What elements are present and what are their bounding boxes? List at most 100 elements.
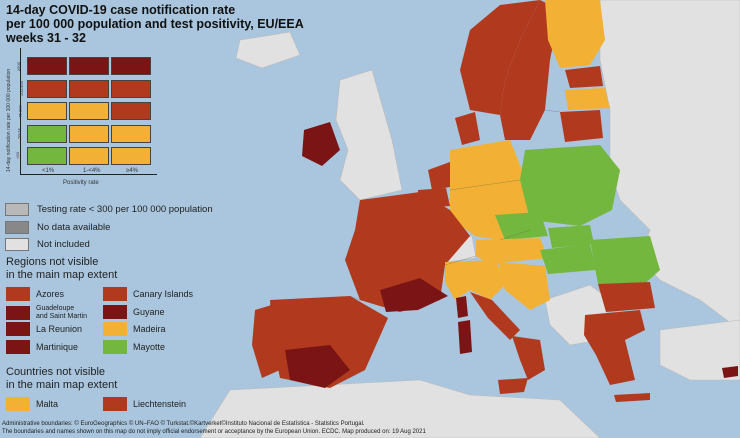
legend-swatch [6, 397, 30, 411]
map-region-czechia [495, 212, 548, 240]
legend-y-tick: 200-499 [18, 81, 24, 96]
legend-x-tick: 1-<4% [83, 168, 101, 174]
legend-matrix-cell [27, 57, 67, 75]
legend-matrix-cell [27, 79, 67, 98]
country-item-malta: Malta [6, 397, 58, 411]
country-label: Malta [36, 398, 59, 409]
map-region-sicily [498, 378, 528, 394]
legend-swatch [103, 305, 127, 319]
region-label: Canary Islands [133, 288, 194, 299]
map-region-andalusia [285, 345, 350, 388]
map-region-north-africa [199, 379, 601, 438]
legend-matrix-cell [111, 57, 151, 75]
map-region-netherlands [428, 162, 456, 190]
region-item-azores: Azores [6, 287, 64, 301]
region-item-guadeloupe: Guadeloupe and Saint Martin [6, 305, 87, 321]
map-region-romania [590, 236, 660, 288]
legend-matrix-cell [27, 147, 67, 165]
legend-matrix-cell [69, 147, 109, 165]
region-label: La Reunion [36, 323, 83, 334]
legend-swatch [103, 322, 127, 336]
legend-x-axis-label: Positivity rate [63, 180, 99, 186]
legend-label: No data available [37, 222, 111, 233]
map-region-crete [614, 393, 650, 402]
map-region-borders [349, 109, 561, 301]
map-region-italy-south [512, 336, 545, 380]
regions-section-title: Regions not visible in the main map exte… [6, 256, 117, 282]
country-item-liechtenstein: Liechtenstein [103, 397, 186, 411]
map-region-lithuania [560, 110, 603, 142]
legend-matrix-cell [69, 57, 109, 75]
map-region-france [345, 192, 470, 312]
countries-title-line-1: Countries not visible [6, 366, 106, 378]
map-region-turkey [659, 319, 740, 381]
region-item-la-reunion: La Reunion [6, 322, 82, 336]
countries-section-title: Countries not visible in the main map ex… [6, 366, 117, 392]
map-region-latvia [565, 88, 610, 110]
region-item-martinique: Martinique [6, 340, 78, 354]
legend-matrix-cell [69, 79, 109, 98]
map-region-sardinia [458, 320, 472, 354]
legend-swatch [5, 221, 29, 234]
legend-y-tick: 50-74 [16, 128, 22, 139]
legend-matrix-cell [111, 79, 151, 98]
map-region-ireland [302, 122, 340, 166]
countries-title-line-2: in the main map extent [6, 379, 118, 391]
legend-grid [27, 57, 153, 168]
legend-swatch [6, 322, 30, 336]
legend-swatch [103, 397, 127, 411]
footer-attribution: Administrative boundaries: © EuroGeograp… [2, 421, 365, 427]
legend-matrix-cell [111, 102, 151, 120]
map-title: 14-day COVID-19 case notification rate p… [6, 3, 304, 45]
legend-matrix-cell [27, 124, 67, 143]
legend-y-tick: 75-200 [17, 105, 23, 118]
legend-matrix-cell [111, 147, 151, 165]
title-line-1: 14-day COVID-19 case notification rate [6, 3, 236, 17]
legend-y-axis-label: 14-day notification rate per 100 000 pop… [6, 68, 12, 172]
legend-y-axis [20, 48, 21, 174]
footer-disclaimer: The boundaries and names shown on this m… [2, 429, 426, 435]
region-label: Azores [36, 288, 65, 299]
legend-swatch [103, 287, 127, 301]
map-region-austria [476, 238, 548, 264]
legend-swatch [6, 306, 30, 320]
legend-not-included: Not included [5, 238, 90, 251]
regions-title-line-1: Regions not visible [6, 256, 99, 268]
region-item-mayotte: Mayotte [103, 340, 165, 354]
legend-swatch [6, 340, 30, 354]
region-label: Guadeloupe and Saint Martin [36, 305, 87, 320]
map-region-italy-north [445, 260, 505, 300]
map-region-bulgaria [598, 282, 655, 312]
legend-swatch [6, 287, 30, 301]
map-region-denmark [455, 112, 480, 145]
map-region-iceland [235, 31, 301, 69]
map-region-slovakia [548, 225, 594, 248]
map-region-finland [545, 0, 605, 68]
legend-x-axis [20, 174, 157, 175]
legend-testing-rate: Testing rate < 300 per 100 000 populatio… [5, 203, 213, 216]
regions-title-line-2: in the main map extent [6, 269, 118, 281]
map-region-cyprus [722, 366, 738, 378]
legend-matrix-cell [69, 124, 109, 143]
legend-no-data: No data available [5, 221, 110, 234]
legend-swatch [5, 238, 29, 251]
legend-swatch [103, 340, 127, 354]
legend-y-tick: <50 [14, 152, 20, 159]
map-region-sweden [500, 0, 560, 140]
map-region-greece [584, 310, 645, 385]
map-region-italy-centre [470, 292, 520, 340]
map-region-poland [520, 145, 620, 226]
legend-y-tick: ≥500 [15, 62, 21, 71]
legend-matrix-cell [111, 124, 151, 143]
legend-label: Not included [37, 239, 90, 250]
region-item-canary-islands: Canary Islands [103, 287, 193, 301]
map-region-norway [460, 0, 540, 115]
map-region-corsica [456, 296, 468, 318]
country-label: Liechtenstein [133, 398, 187, 409]
region-label: Guyane [133, 306, 165, 317]
region-label: Madeira [133, 323, 166, 334]
legend-x-tick: ≥4% [126, 168, 138, 174]
map-region-great-britain [335, 69, 403, 201]
region-item-guyane: Guyane [103, 305, 165, 319]
